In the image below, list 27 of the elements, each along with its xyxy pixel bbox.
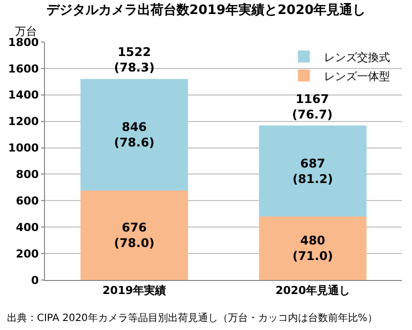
y-tick-label: 1800	[8, 36, 40, 49]
y-tick-label: 800	[16, 168, 40, 182]
y-axis-title: 万台	[15, 25, 37, 38]
legend-label: レンズ一体型	[324, 70, 390, 83]
data-label: 687 (81.2)	[292, 156, 334, 186]
y-tick-label: 1000	[8, 142, 40, 155]
x-tick-label: 2020年見通し	[275, 284, 350, 298]
data-label: 676 (78.0)	[114, 220, 155, 250]
total-label: 1167 (76.7)	[292, 92, 333, 122]
source-note: 出典：CIPA 2020年カメラ等品目別出荷見通し（万台・カッコ内は台数前年比%）	[7, 312, 378, 324]
legend-label: レンズ交換式	[324, 50, 390, 64]
y-tick-label: 600	[16, 194, 40, 208]
data-label: 846 (78.6)	[114, 120, 155, 150]
y-tick-label: 200	[16, 247, 40, 260]
chart-title: デジタルカメラ出荷台数2019年実績と2020年見通し	[46, 2, 366, 18]
bar	[80, 78, 188, 191]
x-tick-label: 2019年実績	[102, 284, 166, 298]
y-tick-label: 1200	[8, 115, 40, 128]
data-label: 480 (71.0)	[292, 233, 334, 264]
y-tick-label: 1400	[8, 88, 40, 102]
bar	[259, 216, 366, 280]
y-tick-label: 1600	[8, 62, 40, 76]
total-label: 1522 (78.3)	[114, 45, 155, 75]
y-tick-label: 0	[31, 274, 40, 287]
bar	[259, 126, 366, 217]
bar	[80, 190, 188, 280]
y-tick-label: 400	[16, 220, 40, 234]
